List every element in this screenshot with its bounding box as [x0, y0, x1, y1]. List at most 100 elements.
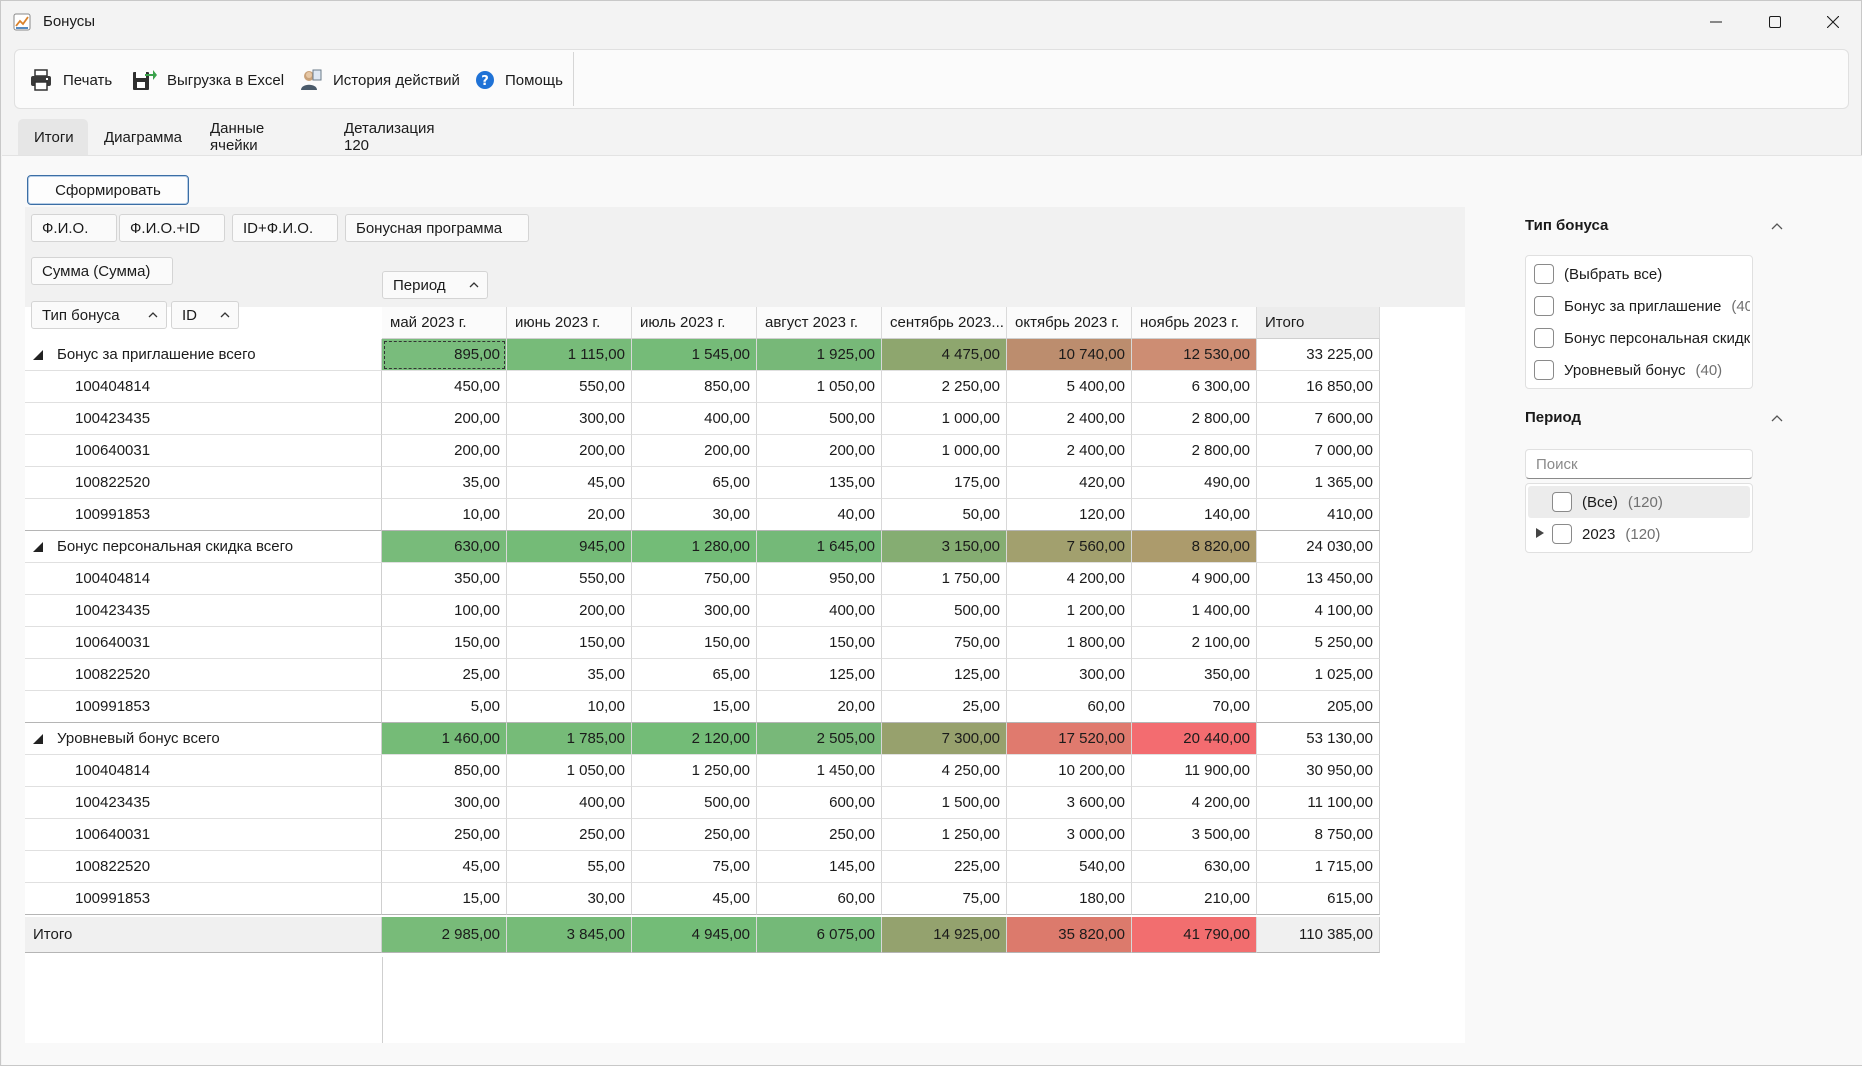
- value-cell[interactable]: 200,00: [507, 595, 632, 627]
- value-cell[interactable]: 2 800,00: [1132, 435, 1257, 467]
- value-cell[interactable]: 200,00: [382, 435, 507, 467]
- value-cell[interactable]: 120,00: [1007, 499, 1132, 531]
- value-cell[interactable]: 200,00: [507, 435, 632, 467]
- row-field-id[interactable]: ID: [171, 301, 239, 329]
- row-id-label[interactable]: 100640031: [25, 819, 382, 851]
- value-cell[interactable]: 3 150,00: [882, 531, 1007, 563]
- row-id-label[interactable]: 100404814: [25, 371, 382, 403]
- history-button[interactable]: История действий: [299, 64, 460, 96]
- help-button[interactable]: ? Помощь: [475, 64, 563, 96]
- value-cell[interactable]: 300,00: [382, 787, 507, 819]
- print-button[interactable]: Печать: [29, 64, 112, 96]
- value-cell[interactable]: 750,00: [882, 627, 1007, 659]
- minimize-button[interactable]: [1687, 1, 1745, 43]
- value-cell[interactable]: 1 000,00: [882, 403, 1007, 435]
- column-header[interactable]: июль 2023 г.: [632, 307, 757, 339]
- value-cell[interactable]: 140,00: [1132, 499, 1257, 531]
- value-cell[interactable]: 200,00: [632, 435, 757, 467]
- value-cell[interactable]: 3 000,00: [1007, 819, 1132, 851]
- collapse-triangle-icon[interactable]: [33, 541, 43, 552]
- value-cell[interactable]: 1 250,00: [632, 755, 757, 787]
- value-cell[interactable]: 125,00: [757, 659, 882, 691]
- value-cell[interactable]: 895,00: [382, 339, 507, 371]
- checkbox[interactable]: [1534, 360, 1554, 380]
- value-cell[interactable]: 20 440,00: [1132, 723, 1257, 755]
- bonus-type-item[interactable]: Уровневый бонус (40): [1534, 356, 1750, 384]
- value-cell[interactable]: 3 500,00: [1132, 819, 1257, 851]
- checkbox[interactable]: [1534, 264, 1554, 284]
- grand-value-cell[interactable]: 6 075,00: [757, 917, 882, 953]
- row-id-label[interactable]: 100423435: [25, 403, 382, 435]
- value-cell[interactable]: 250,00: [507, 819, 632, 851]
- value-cell[interactable]: 500,00: [632, 787, 757, 819]
- value-cell[interactable]: 4 200,00: [1007, 563, 1132, 595]
- value-cell[interactable]: 40,00: [757, 499, 882, 531]
- value-cell[interactable]: 10,00: [382, 499, 507, 531]
- column-header[interactable]: сентябрь 2023...: [882, 307, 1007, 339]
- filter-field-fio-id[interactable]: Ф.И.О.+ID: [119, 214, 225, 242]
- value-cell[interactable]: 950,00: [757, 563, 882, 595]
- tab-details[interactable]: Детализация 120: [344, 120, 435, 154]
- total-cell[interactable]: 1 365,00: [1257, 467, 1380, 499]
- value-cell[interactable]: 6 300,00: [1132, 371, 1257, 403]
- value-cell[interactable]: 25,00: [882, 691, 1007, 723]
- checkbox[interactable]: [1534, 328, 1554, 348]
- total-cell[interactable]: 30 950,00: [1257, 755, 1380, 787]
- value-cell[interactable]: 450,00: [382, 371, 507, 403]
- value-cell[interactable]: 945,00: [507, 531, 632, 563]
- value-cell[interactable]: 10,00: [507, 691, 632, 723]
- column-header[interactable]: май 2023 г.: [382, 307, 507, 339]
- value-cell[interactable]: 1 545,00: [632, 339, 757, 371]
- expand-arrow-icon[interactable]: [1536, 528, 1544, 538]
- value-cell[interactable]: 400,00: [757, 595, 882, 627]
- value-cell[interactable]: 60,00: [1007, 691, 1132, 723]
- value-cell[interactable]: 2 800,00: [1132, 403, 1257, 435]
- row-id-label[interactable]: 100822520: [25, 659, 382, 691]
- value-cell[interactable]: 55,00: [507, 851, 632, 883]
- value-cell[interactable]: 60,00: [757, 883, 882, 915]
- total-cell[interactable]: 8 750,00: [1257, 819, 1380, 851]
- value-cell[interactable]: 125,00: [882, 659, 1007, 691]
- total-cell[interactable]: 1 715,00: [1257, 851, 1380, 883]
- value-cell[interactable]: 7 300,00: [882, 723, 1007, 755]
- value-cell[interactable]: 1 050,00: [507, 755, 632, 787]
- tab-chart[interactable]: Диаграмма: [104, 128, 183, 146]
- value-cell[interactable]: 45,00: [507, 467, 632, 499]
- value-cell[interactable]: 300,00: [507, 403, 632, 435]
- value-cell[interactable]: 550,00: [507, 563, 632, 595]
- value-cell[interactable]: 400,00: [507, 787, 632, 819]
- value-cell[interactable]: 15,00: [632, 691, 757, 723]
- total-cell[interactable]: 7 600,00: [1257, 403, 1380, 435]
- value-cell[interactable]: 1 785,00: [507, 723, 632, 755]
- value-cell[interactable]: 20,00: [757, 691, 882, 723]
- value-cell[interactable]: 20,00: [507, 499, 632, 531]
- value-cell[interactable]: 45,00: [632, 883, 757, 915]
- value-cell[interactable]: 135,00: [757, 467, 882, 499]
- close-button[interactable]: [1804, 1, 1862, 43]
- value-cell[interactable]: 300,00: [1007, 659, 1132, 691]
- value-cell[interactable]: 1 050,00: [757, 371, 882, 403]
- total-cell[interactable]: 4 100,00: [1257, 595, 1380, 627]
- value-cell[interactable]: 2 120,00: [632, 723, 757, 755]
- column-header[interactable]: октябрь 2023 г.: [1007, 307, 1132, 339]
- value-cell[interactable]: 420,00: [1007, 467, 1132, 499]
- value-cell[interactable]: 4 475,00: [882, 339, 1007, 371]
- value-cell[interactable]: 145,00: [757, 851, 882, 883]
- value-cell[interactable]: 750,00: [632, 563, 757, 595]
- tab-cell-data[interactable]: Данные ячейки: [210, 120, 265, 154]
- row-id-label[interactable]: 100640031: [25, 435, 382, 467]
- grand-value-cell[interactable]: 41 790,00: [1132, 917, 1257, 953]
- value-cell[interactable]: 75,00: [882, 883, 1007, 915]
- bonus-type-item[interactable]: Бонус персональная скидк: [1534, 324, 1750, 352]
- value-cell[interactable]: 630,00: [1132, 851, 1257, 883]
- value-cell[interactable]: 2 250,00: [882, 371, 1007, 403]
- total-cell[interactable]: 7 000,00: [1257, 435, 1380, 467]
- total-cell[interactable]: 33 225,00: [1257, 339, 1380, 371]
- row-id-label[interactable]: 100991853: [25, 499, 382, 531]
- filter-field-id-fio[interactable]: ID+Ф.И.О.: [232, 214, 338, 242]
- value-cell[interactable]: 350,00: [1132, 659, 1257, 691]
- group-label[interactable]: Уровневый бонус всего: [25, 723, 382, 755]
- value-cell[interactable]: 350,00: [382, 563, 507, 595]
- row-field-bonus-type[interactable]: Тип бонуса: [31, 301, 167, 329]
- row-id-label[interactable]: 100822520: [25, 467, 382, 499]
